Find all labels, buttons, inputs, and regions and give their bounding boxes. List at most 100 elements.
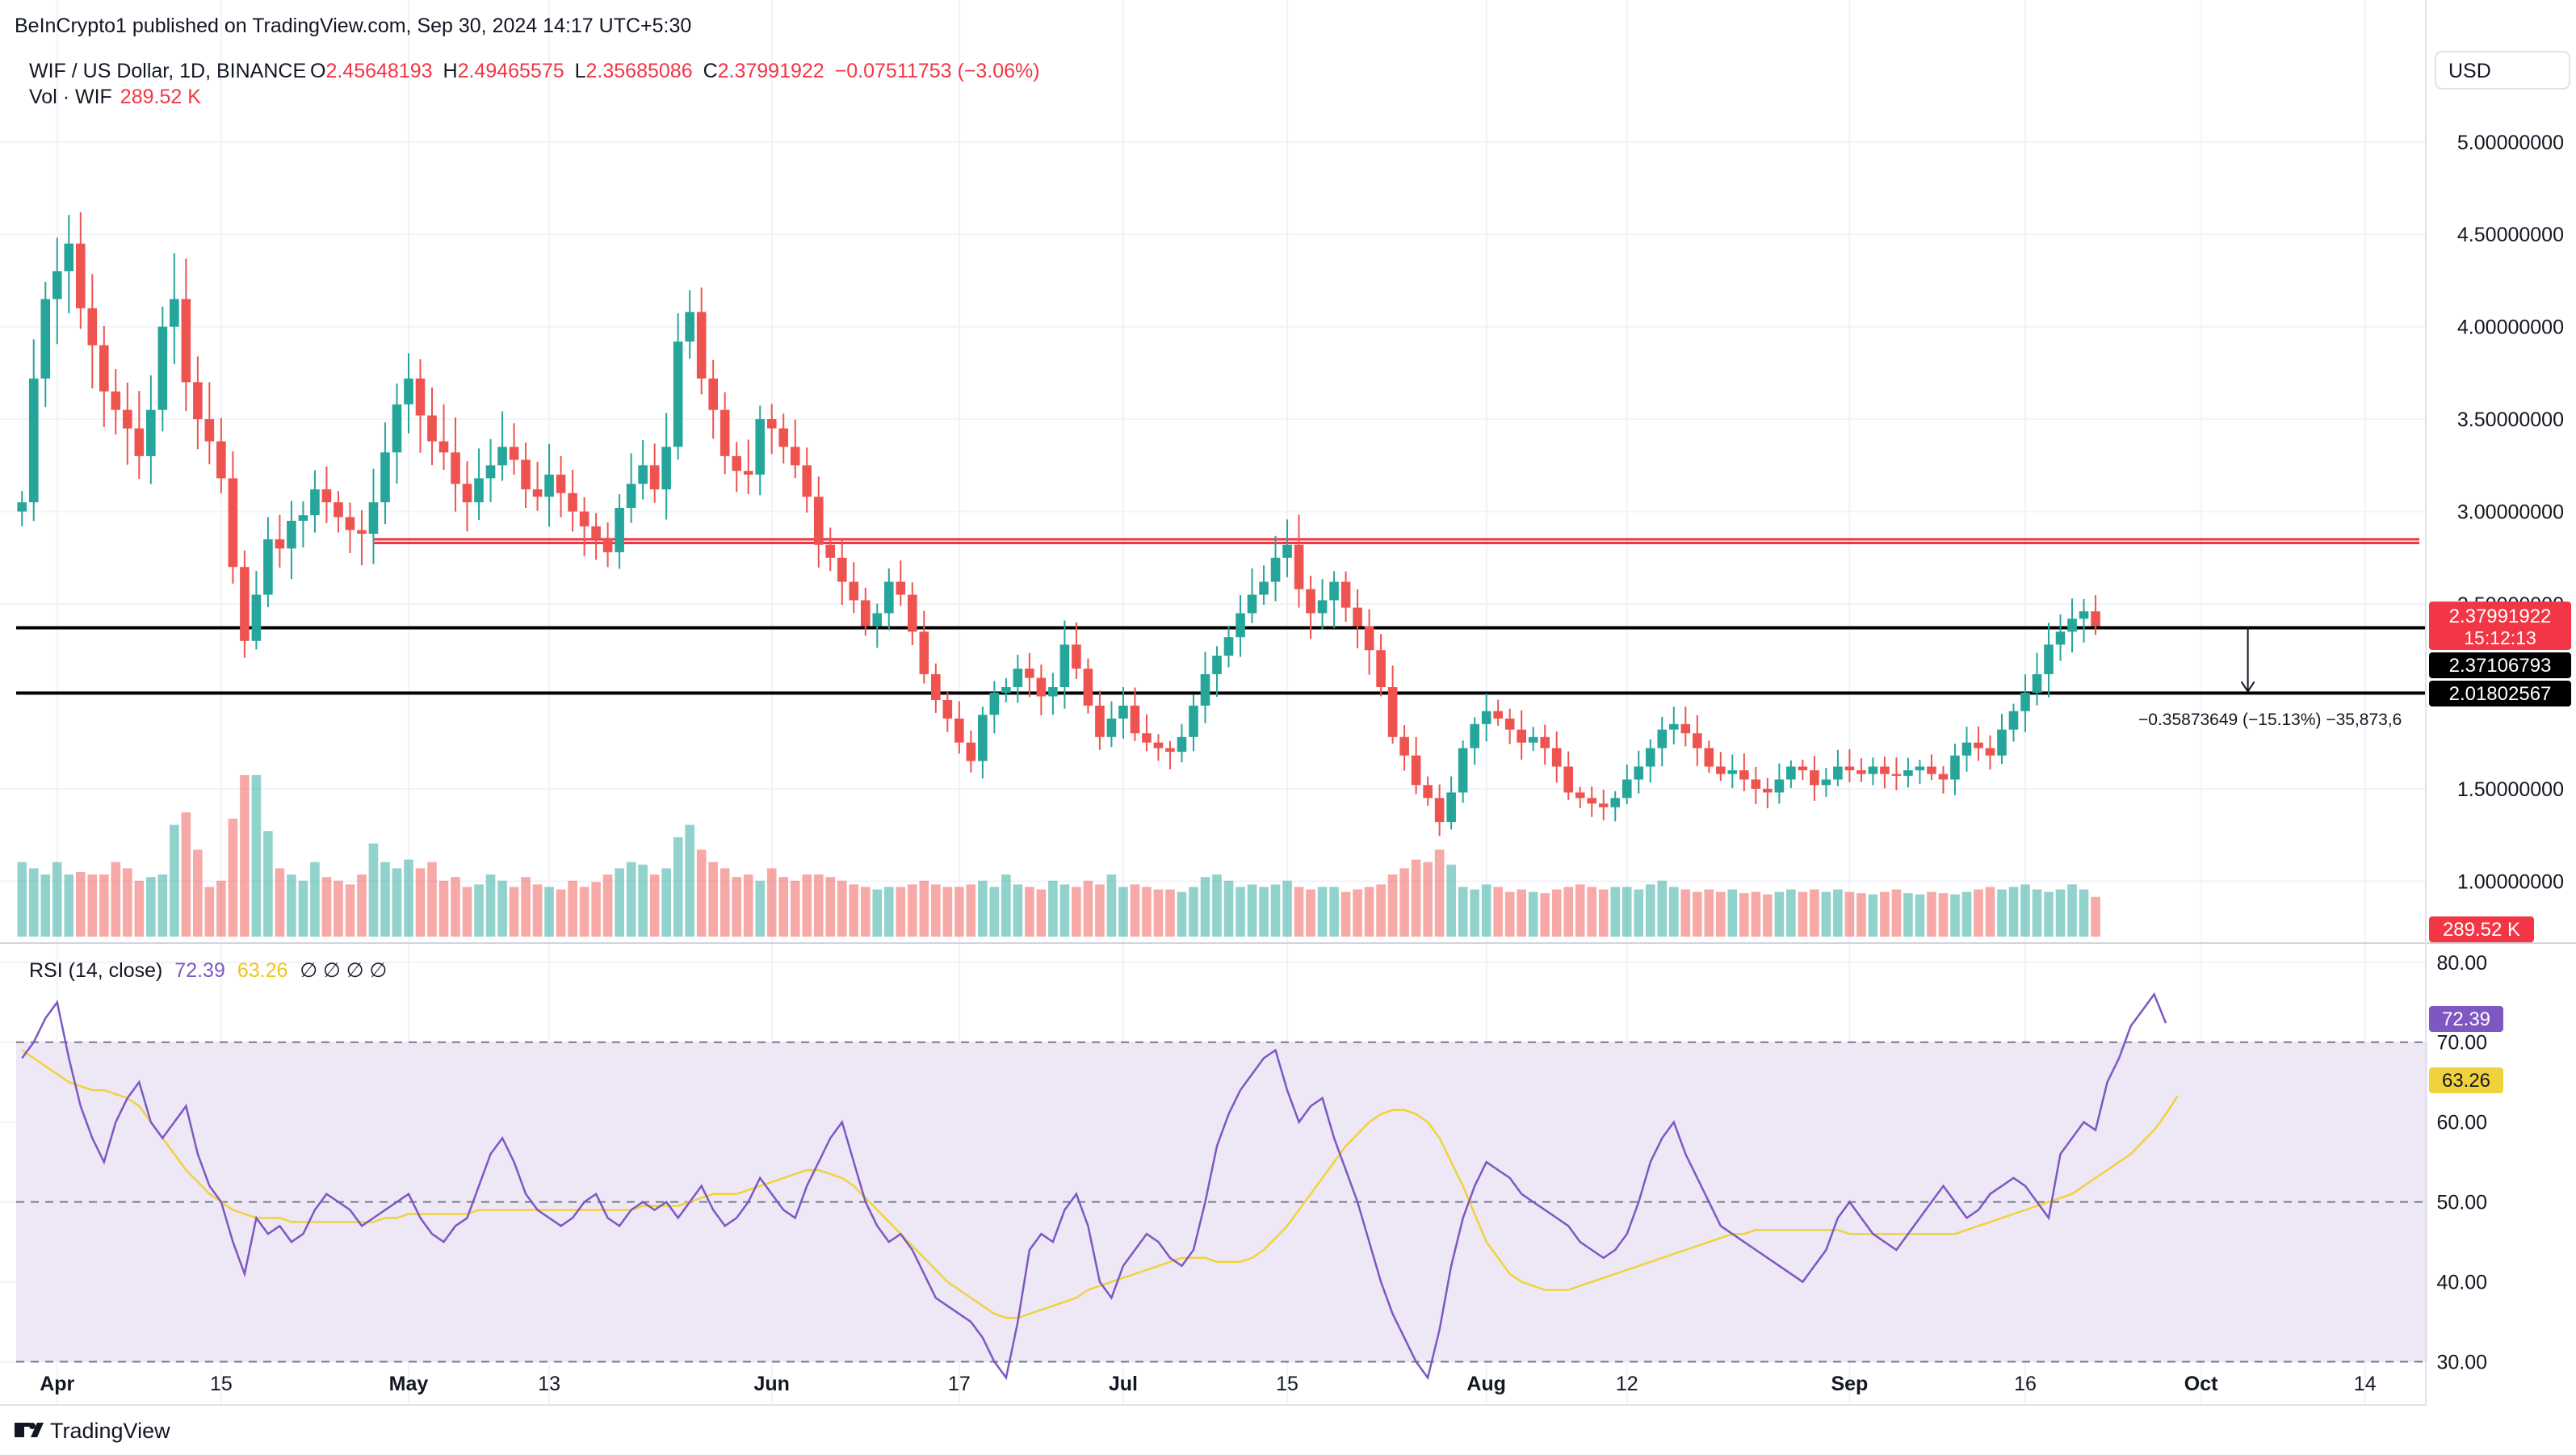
rsi-axis[interactable]: 80.00 70.00 60.00 50.00 40.00 30.00 bbox=[2436, 952, 2487, 1374]
candle-body bbox=[17, 502, 27, 512]
volume-legend-text: Vol · WIF 289.52 K bbox=[29, 86, 201, 108]
volume-bar bbox=[883, 887, 894, 937]
symbol-legend[interactable]: WIF / US Dollar, 1D, BINANCE O2.45648193… bbox=[29, 60, 1040, 82]
volume-bar bbox=[766, 868, 777, 937]
candle bbox=[1645, 739, 1655, 783]
candle-body bbox=[1025, 669, 1034, 678]
volume-bar bbox=[778, 877, 789, 937]
rsi-ma-badge-value: 63.26 bbox=[2442, 1070, 2490, 1092]
candle bbox=[1880, 757, 1890, 789]
candle-body bbox=[615, 507, 624, 552]
currency-selector[interactable]: USD bbox=[2435, 51, 2570, 90]
candle-body bbox=[1083, 669, 1093, 706]
volume-bar bbox=[732, 877, 742, 937]
volume-bar bbox=[1458, 887, 1468, 937]
volume-bar bbox=[1598, 889, 1609, 937]
volume-bar bbox=[240, 775, 250, 937]
time-axis[interactable]: Apr 15 May 13 Jun 17 Jul 15 Aug 12 Sep 16 Oct 14 bbox=[40, 1373, 2376, 1395]
price-axis[interactable]: 5.00000000 4.50000000 4.00000000 3.50000000… bbox=[2457, 132, 2564, 894]
volume-bar bbox=[708, 862, 718, 937]
volume-bar bbox=[1223, 880, 1234, 937]
candle bbox=[591, 513, 601, 560]
volume-bar bbox=[1142, 887, 1152, 937]
tradingview-logo-icon bbox=[15, 1423, 44, 1437]
candle bbox=[2008, 703, 2019, 742]
volume-bar bbox=[1575, 884, 1585, 937]
candle bbox=[1551, 731, 1562, 783]
measure-label: −0.35873649 (−15.13%) −35,873,6 bbox=[2138, 711, 2402, 729]
candle-body bbox=[240, 567, 250, 641]
candle bbox=[883, 568, 894, 631]
volume-bar bbox=[1751, 891, 1761, 937]
candle bbox=[1517, 710, 1526, 760]
candle bbox=[1961, 727, 1972, 772]
candle bbox=[216, 417, 226, 493]
candle-body bbox=[1915, 766, 1925, 770]
volume-bar bbox=[485, 874, 496, 937]
time-tick-label: 15 bbox=[1276, 1373, 1298, 1395]
candle-body bbox=[1118, 705, 1128, 719]
candle-body bbox=[1751, 779, 1761, 789]
candle bbox=[1048, 673, 1058, 715]
candle-body bbox=[193, 382, 203, 420]
volume-bar bbox=[1317, 887, 1328, 937]
tradingview-brand[interactable]: TradingView bbox=[15, 1419, 170, 1443]
volume-legend[interactable]: Vol · WIF 289.52 K bbox=[29, 86, 201, 108]
volume-bar bbox=[685, 824, 694, 937]
volume-bar bbox=[1844, 891, 1855, 937]
volume-bar bbox=[942, 887, 953, 937]
candle-body bbox=[310, 489, 320, 516]
volume-bar bbox=[1540, 893, 1550, 937]
candle-body bbox=[1387, 687, 1398, 737]
candle-body bbox=[1739, 770, 1749, 780]
time-tick-label: Oct bbox=[2184, 1373, 2218, 1395]
candle-body bbox=[75, 243, 86, 308]
candle-body bbox=[1223, 637, 1234, 656]
volume-bar bbox=[1880, 891, 1890, 937]
candle bbox=[743, 439, 753, 495]
candle-body bbox=[989, 692, 1000, 715]
volume-bar bbox=[568, 880, 577, 937]
price-levels[interactable] bbox=[16, 538, 2426, 695]
volume-bar bbox=[123, 868, 132, 937]
candle-body bbox=[883, 581, 894, 614]
volume-bar bbox=[1856, 893, 1866, 937]
rsi-ma-badge: 63.26 bbox=[2429, 1067, 2503, 1093]
rsi-legend[interactable]: RSI (14, close) 72.39 63.26 ∅ ∅ ∅ ∅ bbox=[29, 959, 387, 982]
candle-body bbox=[1692, 733, 1702, 748]
candle bbox=[1458, 740, 1468, 803]
candle bbox=[134, 391, 145, 480]
candle-body bbox=[1470, 723, 1479, 748]
volume-bar bbox=[1095, 884, 1105, 937]
candle-body bbox=[1282, 544, 1292, 558]
candle-body bbox=[1130, 705, 1140, 734]
candle-body bbox=[99, 345, 109, 392]
candle-body bbox=[942, 700, 953, 719]
volume-bar bbox=[743, 874, 753, 937]
time-tick-label: Sep bbox=[1831, 1373, 1868, 1395]
rsi-tick-label: 30.00 bbox=[2436, 1352, 2487, 1374]
candle bbox=[1704, 740, 1714, 774]
volume-bar bbox=[1083, 880, 1093, 937]
candle-body bbox=[1891, 774, 1902, 776]
volume-bar bbox=[1072, 887, 1081, 937]
candle-body bbox=[521, 459, 531, 490]
volume-bar bbox=[1153, 889, 1164, 937]
time-tick-label: 14 bbox=[2354, 1373, 2377, 1395]
volume-bar bbox=[1189, 887, 1198, 937]
candle bbox=[966, 730, 976, 773]
volume-bar bbox=[1610, 887, 1621, 937]
measure-tool[interactable]: −0.35873649 (−15.13%) −35,873,6 bbox=[2138, 627, 2402, 729]
candle bbox=[896, 560, 906, 606]
volume-bar bbox=[1891, 889, 1902, 937]
candle bbox=[2055, 614, 2066, 661]
volume-bar bbox=[1798, 891, 1808, 937]
candle-body bbox=[427, 415, 437, 442]
candle-body bbox=[134, 428, 145, 456]
candle bbox=[1833, 749, 1843, 786]
candle bbox=[1177, 723, 1187, 763]
candle bbox=[685, 290, 694, 359]
candle-body bbox=[673, 341, 683, 447]
volume-bar bbox=[170, 824, 179, 937]
